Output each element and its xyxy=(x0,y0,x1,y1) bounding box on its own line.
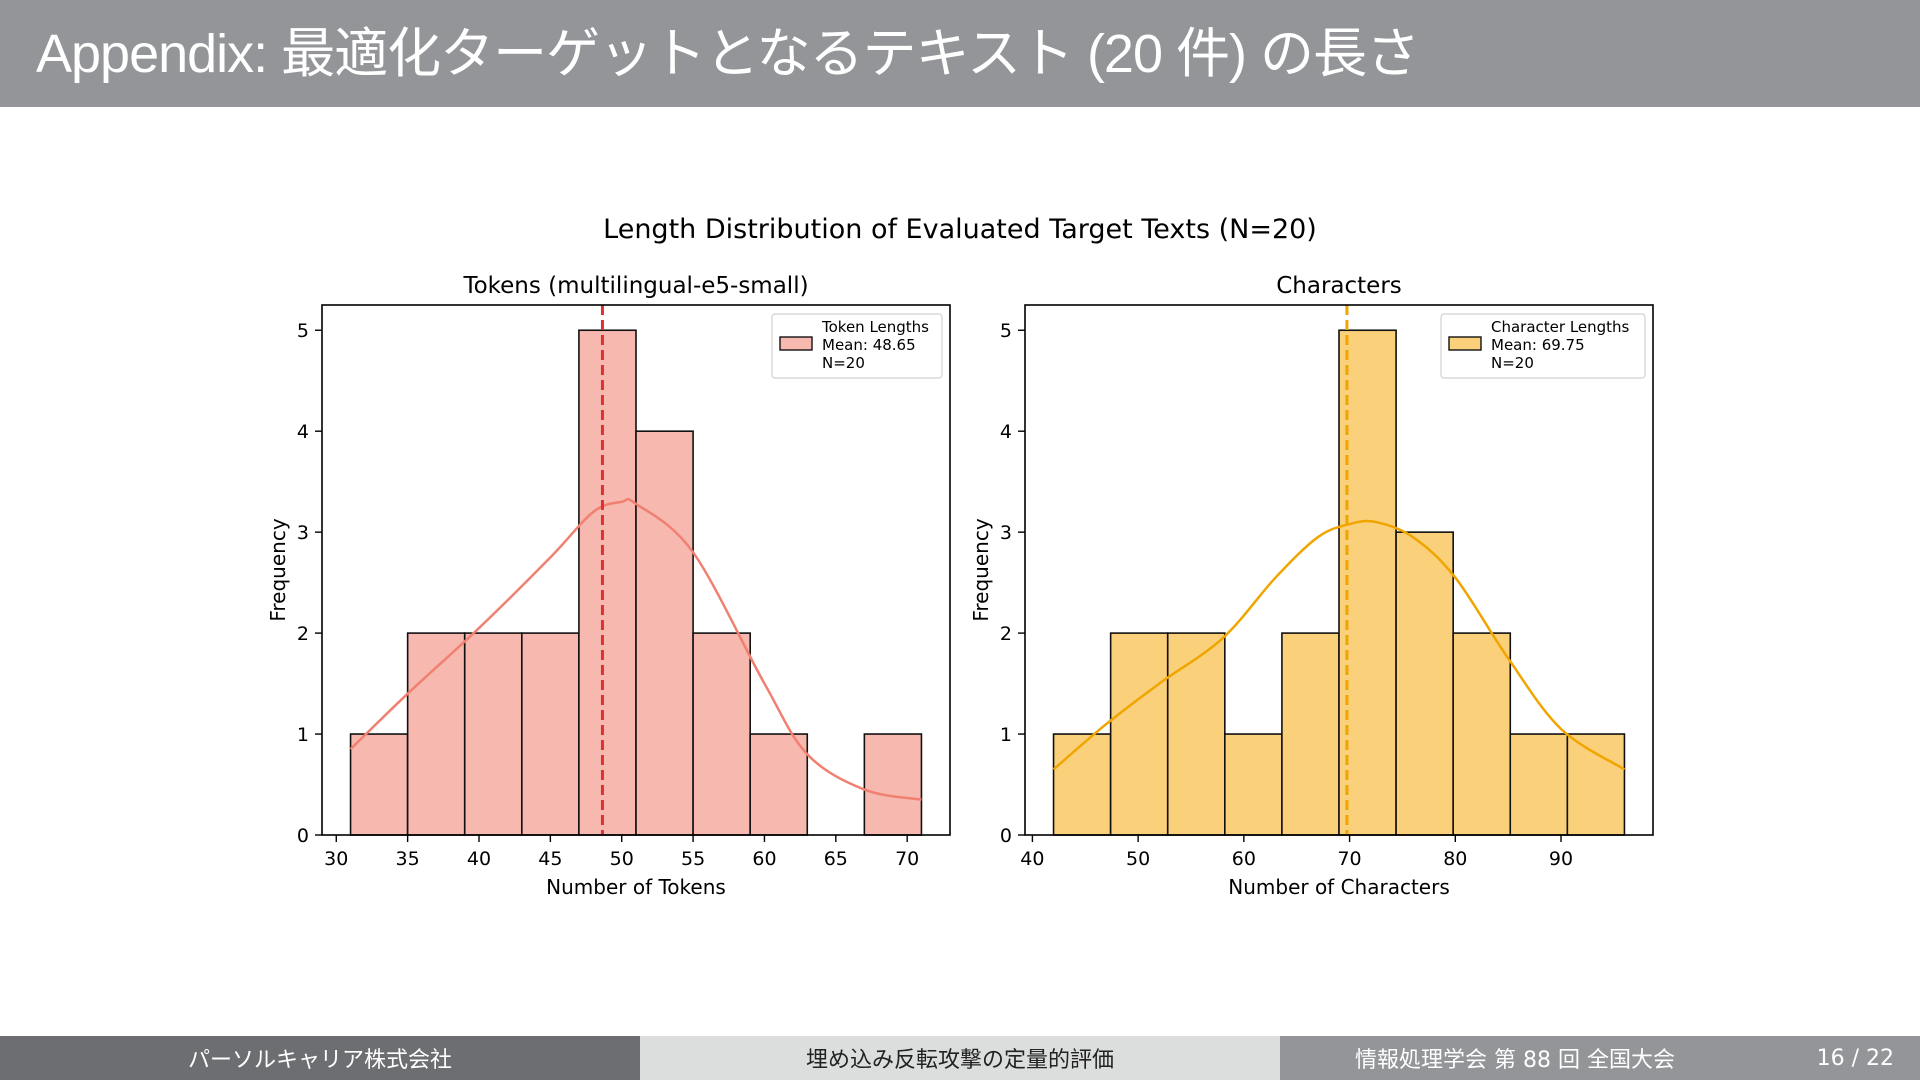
histogram-bar xyxy=(1166,632,1226,836)
axes-frame xyxy=(1024,304,1654,836)
y-axis-label: Frequency xyxy=(266,518,290,621)
x-axis-label: Number of Tokens xyxy=(546,875,726,899)
histogram-bar xyxy=(1224,733,1283,836)
y-tick-label: 2 xyxy=(297,623,309,645)
histogram-bar xyxy=(1109,632,1169,836)
y-tick-label: 1 xyxy=(1000,724,1012,746)
kde-curve xyxy=(1052,519,1626,771)
y-tick-label: 4 xyxy=(297,421,309,443)
y-tick-label: 2 xyxy=(1000,623,1012,645)
histogram-bar xyxy=(1395,531,1454,836)
histogram-bar xyxy=(463,632,523,836)
y-axis-label: Frequency xyxy=(969,518,993,621)
x-tick-label: 60 xyxy=(752,848,776,870)
kde-curve xyxy=(349,497,922,801)
axes-frame xyxy=(321,304,951,836)
x-tick-label: 45 xyxy=(538,848,562,870)
x-axis-label: Number of Characters xyxy=(1228,875,1450,899)
y-tick-label: 5 xyxy=(297,320,309,342)
x-tick-label: 70 xyxy=(1337,848,1361,870)
histogram-bar xyxy=(1281,632,1340,836)
x-tick-label: 50 xyxy=(1126,848,1150,870)
footer-conference: 情報処理学会 第 88 回 全国大会 xyxy=(1355,1048,1675,1073)
panel-title: Tokens (multilingual-e5-small) xyxy=(462,273,808,299)
figure-suptitle: Length Distribution of Evaluated Target … xyxy=(603,214,1317,245)
y-tick-label: 3 xyxy=(1000,522,1012,544)
figure: Length Distribution of Evaluated Target … xyxy=(266,214,1654,899)
legend-label: Token Lengths xyxy=(821,318,929,336)
x-tick-label: 40 xyxy=(1020,848,1044,870)
histogram-bar xyxy=(349,733,409,836)
y-tick-label: 0 xyxy=(1000,825,1012,847)
footer-organization: パーソルキャリア株式会社 xyxy=(0,1036,640,1080)
y-tick-label: 1 xyxy=(297,724,309,746)
histogram-bar xyxy=(635,430,694,836)
legend-swatch xyxy=(779,336,813,351)
legend-line: Mean: 48.65 xyxy=(822,336,916,354)
histogram-bar xyxy=(1566,733,1626,836)
x-tick-label: 50 xyxy=(610,848,634,870)
x-tick-label: 30 xyxy=(324,848,348,870)
x-tick-label: 65 xyxy=(824,848,848,870)
histogram-bar xyxy=(749,733,809,836)
x-tick-label: 70 xyxy=(895,848,919,870)
characters-histogram: Characters 40 50 60 70 80 90 0 1 2 3 4 5 Number of Ch… xyxy=(969,273,1654,899)
y-tick-label: 0 xyxy=(297,825,309,847)
page-number: 16 / 22 xyxy=(1816,1045,1894,1071)
legend-box xyxy=(1440,313,1646,379)
legend-box xyxy=(771,313,943,379)
x-tick-label: 40 xyxy=(467,848,491,870)
x-tick-label: 90 xyxy=(1549,848,1573,870)
footer-presentation-title: 埋め込み反転攻撃の定量的評価 xyxy=(640,1036,1280,1080)
y-tick-label: 4 xyxy=(1000,421,1012,443)
histogram-bar xyxy=(692,632,751,836)
legend-line: N=20 xyxy=(822,354,865,372)
histogram-bar xyxy=(521,632,580,836)
legend-line: Mean: 69.75 xyxy=(1491,336,1585,354)
slide-title: Appendix: 最適化ターゲットとなるテキスト (20 件) の長さ xyxy=(36,24,1420,84)
histogram-bar xyxy=(1509,733,1569,836)
x-tick-label: 60 xyxy=(1232,848,1256,870)
title-bar: Appendix: 最適化ターゲットとなるテキスト (20 件) の長さ xyxy=(0,0,1920,107)
panel-title: Characters xyxy=(1276,273,1402,299)
legend-label: Character Lengths xyxy=(1491,318,1630,336)
legend-line: N=20 xyxy=(1491,354,1534,372)
histogram-bar xyxy=(1452,632,1512,836)
x-tick-label: 80 xyxy=(1443,848,1467,870)
x-tick-label: 55 xyxy=(681,848,705,870)
footer-right: 情報処理学会 第 88 回 全国大会 16 / 22 xyxy=(1280,1036,1920,1080)
x-tick-label: 35 xyxy=(396,848,420,870)
histogram-bar xyxy=(406,632,466,836)
histogram-bar xyxy=(578,329,637,836)
y-tick-label: 3 xyxy=(297,522,309,544)
histogram-bar xyxy=(863,733,923,836)
legend-swatch xyxy=(1448,336,1482,351)
tokens-histogram: Tokens (multilingual-e5-small)30 35 40 45 50… xyxy=(266,273,951,899)
footer: パーソルキャリア株式会社 埋め込み反転攻撃の定量的評価 情報処理学会 第 88 … xyxy=(0,1036,1920,1080)
y-tick-label: 5 xyxy=(1000,320,1012,342)
histogram-bar xyxy=(1052,733,1112,836)
